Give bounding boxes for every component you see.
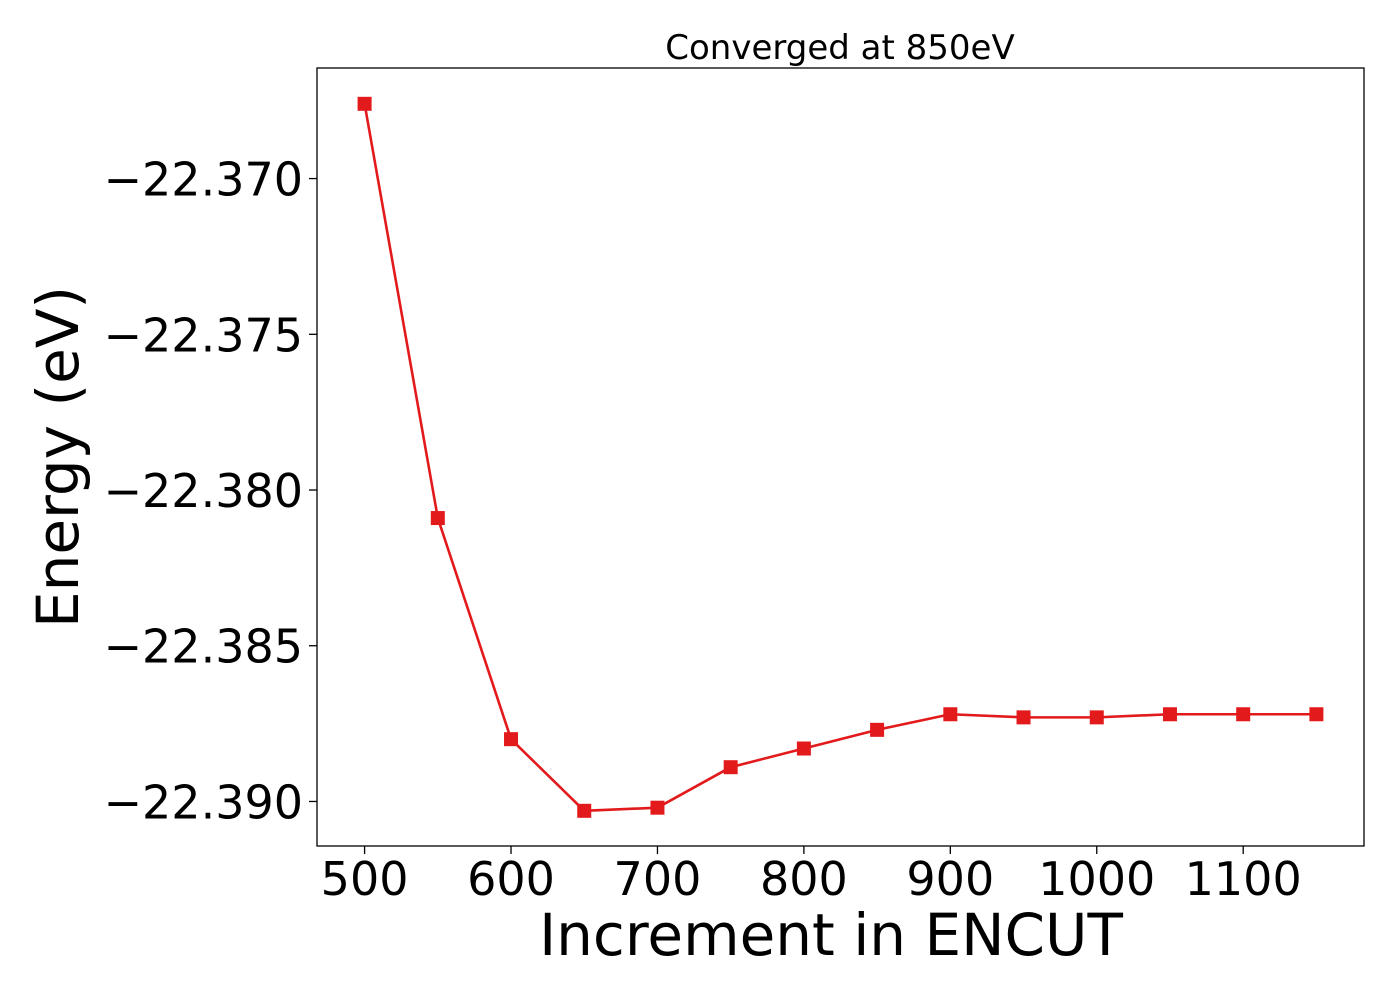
data-point-marker — [650, 800, 665, 815]
y-tick-label: −22.370 — [104, 153, 304, 207]
data-point-marker — [1089, 710, 1104, 725]
y-tick-label: −22.375 — [104, 308, 304, 362]
data-point-marker — [1236, 707, 1251, 722]
data-point-marker — [577, 803, 592, 818]
x-tick-label: 1000 — [1038, 852, 1155, 906]
data-point-marker — [943, 707, 958, 722]
x-axis-ticks: 500 600 700 800 900 1000 1100 — [321, 846, 1302, 906]
series-layer — [357, 96, 1324, 818]
data-point-marker — [796, 741, 811, 756]
chart-title: Converged at 850eV — [665, 28, 1014, 68]
x-tick-label: 800 — [760, 852, 848, 906]
y-axis-ticks: −22.370 −22.375 −22.380 −22.385 −22.390 — [104, 153, 317, 829]
data-point-marker — [357, 96, 372, 111]
data-point-marker — [504, 732, 519, 747]
x-tick-label: 500 — [321, 852, 409, 906]
x-tick-label: 600 — [467, 852, 555, 906]
data-point-marker — [723, 760, 738, 775]
x-axis-label: Increment in ENCUT — [539, 901, 1123, 969]
x-tick-label: 700 — [614, 852, 702, 906]
series-line — [363, 103, 1317, 813]
y-axis-label: Energy (eV) — [24, 286, 92, 628]
data-point-marker — [870, 722, 885, 737]
y-tick-label: −22.385 — [104, 620, 304, 674]
data-point-marker — [1309, 707, 1324, 722]
y-tick-label: −22.390 — [104, 775, 304, 829]
x-tick-label: 1100 — [1185, 852, 1302, 906]
data-point-marker — [430, 511, 445, 526]
y-tick-label: −22.380 — [104, 464, 304, 518]
x-tick-label: 900 — [906, 852, 994, 906]
data-point-marker — [1016, 710, 1031, 725]
data-point-marker — [1162, 707, 1177, 722]
plot-area-frame — [316, 67, 1365, 847]
